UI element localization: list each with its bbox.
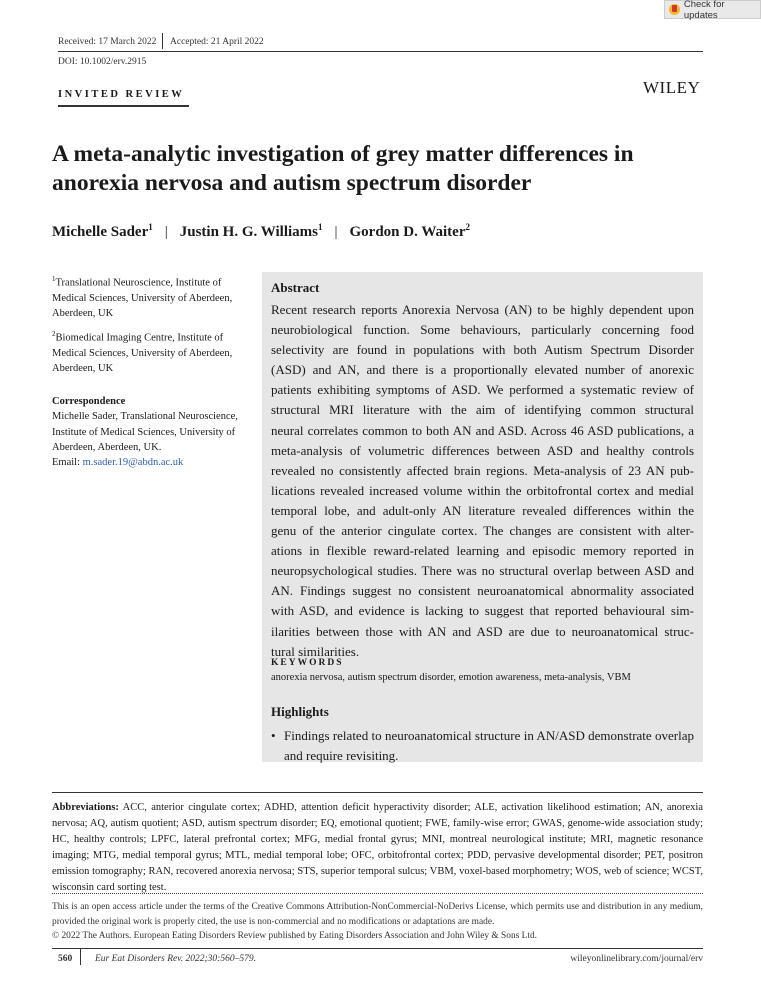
- abbreviations: Abbreviations: ACC, anterior cingulate c…: [52, 802, 703, 893]
- abstract-line: selectivity are found in populations wit…: [271, 342, 694, 358]
- correspondence-email: Email: m.sader.19@abdn.ac.uk: [52, 457, 184, 469]
- accepted-date: Accepted: 21 April 2022: [170, 37, 264, 47]
- author-list: Michelle Sader1 | Justin H. G. Williams1…: [52, 222, 470, 240]
- license-text: This is an open access article under the…: [52, 902, 703, 927]
- email-link[interactable]: m.sader.19@abdn.ac.uk: [82, 457, 184, 469]
- page-number: 560: [58, 954, 73, 964]
- affiliation: 1Translational Neuroscience, Institute o…: [52, 275, 233, 319]
- keywords-heading: KEYWORDS: [271, 658, 344, 668]
- abstract-line: Recent research reports Anorexia Nervosa…: [271, 302, 694, 317]
- correspondence-text: Michelle Sader, Translational Neuroscien…: [52, 411, 238, 453]
- journal-url[interactable]: wileyonlinelibrary.com/journal/erv: [570, 954, 703, 964]
- abstract-line: structural MRI literature with the aim o…: [271, 402, 694, 418]
- journal-citation: Eur Eat Disorders Rev. 2022;30:560–579.: [95, 954, 256, 964]
- abstract-line: ations in flexible reward-related learni…: [271, 543, 694, 559]
- bullet-icon: •: [271, 728, 276, 743]
- doi: DOI: 10.1002/erv.2915: [58, 57, 147, 67]
- abstract-line: genu of the anterior cingulate cortex. T…: [271, 523, 694, 539]
- abstract-box: Abstract Recent research reports Anorexi…: [262, 272, 703, 763]
- abstract-line: with ASD, and evidence is lacking to sug…: [271, 603, 694, 619]
- author[interactable]: Gordon D. Waiter2: [349, 222, 470, 240]
- publisher-logo: WILEY: [643, 78, 701, 97]
- highlight-item: • Findings related to neuroanatomical str…: [271, 726, 694, 766]
- section-label: INVITED REVIEW: [58, 89, 185, 100]
- highlights-heading: Highlights: [271, 704, 329, 719]
- header-rule: [58, 51, 703, 52]
- abstract-line: ilarities between those with AN and ASD …: [271, 623, 694, 639]
- correspondence-heading: Correspondence: [52, 396, 126, 408]
- affiliations: 1Translational Neuroscience, Institute o…: [52, 272, 247, 470]
- abstract-line: patients exhibiting symptoms of ASD. We …: [271, 382, 694, 398]
- copyright: © 2022 The Authors. European Eating Diso…: [52, 931, 537, 941]
- author[interactable]: Michelle Sader1: [52, 222, 153, 240]
- abstract-line: AN. Findings suggest no consistent neuro…: [271, 583, 694, 599]
- abstract-text: Recent research reports Anorexia Nervosa…: [271, 300, 694, 662]
- abstract-line: revealed no consistently affected brain …: [271, 462, 694, 478]
- keywords: anorexia nervosa, autism spectrum disord…: [271, 672, 631, 683]
- abstract-line: lications revealed increased volume with…: [271, 482, 694, 498]
- crossmark-icon: [669, 4, 680, 15]
- abstract-line: neuropsychological studies. There was no…: [271, 563, 694, 579]
- abstract-line: (ASD) and AN, and there is a proportiona…: [271, 362, 694, 378]
- affiliation: 2Biomedical Imaging Centre, Institute of…: [52, 330, 233, 375]
- abstract-line: meta-analysis of volumetric differences …: [271, 442, 694, 458]
- abstract-line: tural similarities.: [271, 643, 360, 659]
- received-date: Received: 17 March 2022: [58, 37, 157, 47]
- abstract-line: neural correlates common to both AN and …: [271, 422, 694, 438]
- author[interactable]: Justin H. G. Williams1: [179, 222, 323, 240]
- abstract-line: temporal lobe, and adult-only AN literat…: [271, 502, 694, 518]
- article-title: A meta-analytic investigation of grey ma…: [52, 141, 634, 196]
- check-for-updates-button[interactable]: Check for updates: [664, 0, 761, 21]
- abstract-line: neurobiological function. Some behaviour…: [271, 322, 694, 338]
- abstract-heading: Abstract: [271, 280, 320, 295]
